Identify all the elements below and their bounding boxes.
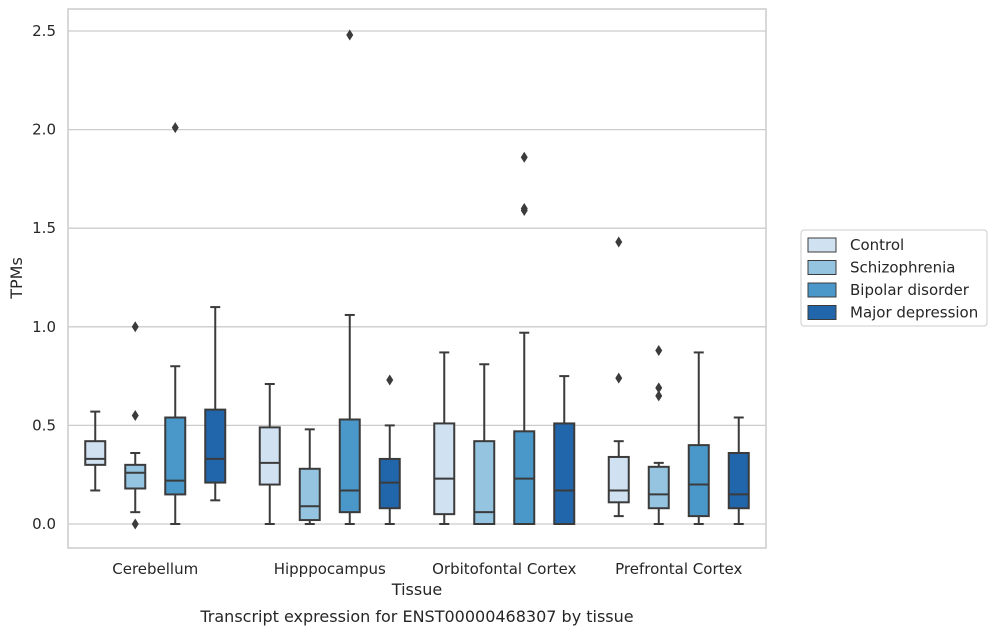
x-axis-label: Tissue [391, 580, 442, 599]
box-schizophrenia [473, 363, 496, 525]
y-tick-label: 0.0 [32, 515, 56, 533]
legend-swatch [807, 237, 837, 253]
outlier-point [615, 236, 623, 248]
box-body [687, 444, 710, 518]
box-body [298, 467, 321, 522]
box-body [473, 440, 496, 525]
box-body [258, 426, 281, 486]
legend-label: Control [850, 236, 904, 254]
outlier-point [520, 151, 528, 163]
box-body [647, 465, 670, 510]
y-tick-label: 0.5 [32, 416, 56, 434]
box-body [607, 455, 630, 504]
box-body [84, 440, 107, 466]
box-control [607, 236, 630, 518]
x-tick-label: Prefrontal Cortex [615, 560, 742, 578]
box-body [553, 422, 576, 526]
plot-area-frame [67, 8, 767, 549]
box-bipolar-disorder [513, 151, 536, 526]
legend: Control Schizophrenia Bipolar disorder Majo… [800, 229, 988, 327]
box-bipolar-disorder [164, 122, 187, 525]
outlier-point [171, 122, 179, 134]
box-major-depression [553, 375, 576, 526]
y-axis-label: TPMs [7, 257, 26, 300]
box-major-depression [378, 374, 401, 525]
y-tick-label: 2.0 [32, 121, 56, 139]
chart-caption: Transcript expression for ENST0000046830… [199, 607, 633, 626]
outlier-point [615, 372, 623, 384]
box-bipolar-disorder [338, 29, 361, 525]
outlier-point [655, 344, 663, 356]
box-body [338, 418, 361, 514]
legend-label: Schizophrenia [850, 259, 955, 277]
outlier-point [386, 374, 394, 386]
box-control [84, 410, 107, 492]
outlier-point [131, 321, 139, 333]
legend-label: Bipolar disorder [850, 281, 970, 299]
x-tick-label: Orbitofontal Cortex [432, 560, 576, 578]
box-major-depression [204, 306, 227, 502]
box-body [164, 416, 187, 496]
outlier-point [346, 29, 354, 41]
outlier-point [131, 410, 139, 422]
y-tick-label: 1.0 [32, 318, 56, 336]
legend-swatch [807, 305, 837, 320]
box-schizophrenia [298, 428, 321, 525]
outlier-point [131, 518, 139, 530]
outlier-point [655, 382, 663, 394]
y-tick-label: 2.5 [32, 22, 56, 40]
box-schizophrenia [124, 321, 147, 530]
outlier-point [655, 390, 663, 402]
box-control [433, 351, 456, 525]
y-tick-label: 1.5 [32, 219, 56, 237]
legend-swatch [807, 260, 837, 275]
legend-swatch [807, 282, 837, 298]
box-major-depression [727, 416, 750, 525]
box-body [433, 422, 456, 516]
x-tick-label: Cerebellum [112, 560, 198, 578]
box-body [124, 463, 147, 490]
box-control [258, 382, 281, 525]
outlier-point [520, 202, 528, 214]
legend-label: Major depression [850, 304, 978, 322]
box-schizophrenia [647, 344, 670, 525]
x-tick-label: Hipppocampus [274, 560, 386, 578]
box-body [204, 408, 227, 484]
legend-frame [800, 229, 988, 327]
box-bipolar-disorder [687, 351, 710, 525]
box-body [727, 452, 750, 510]
